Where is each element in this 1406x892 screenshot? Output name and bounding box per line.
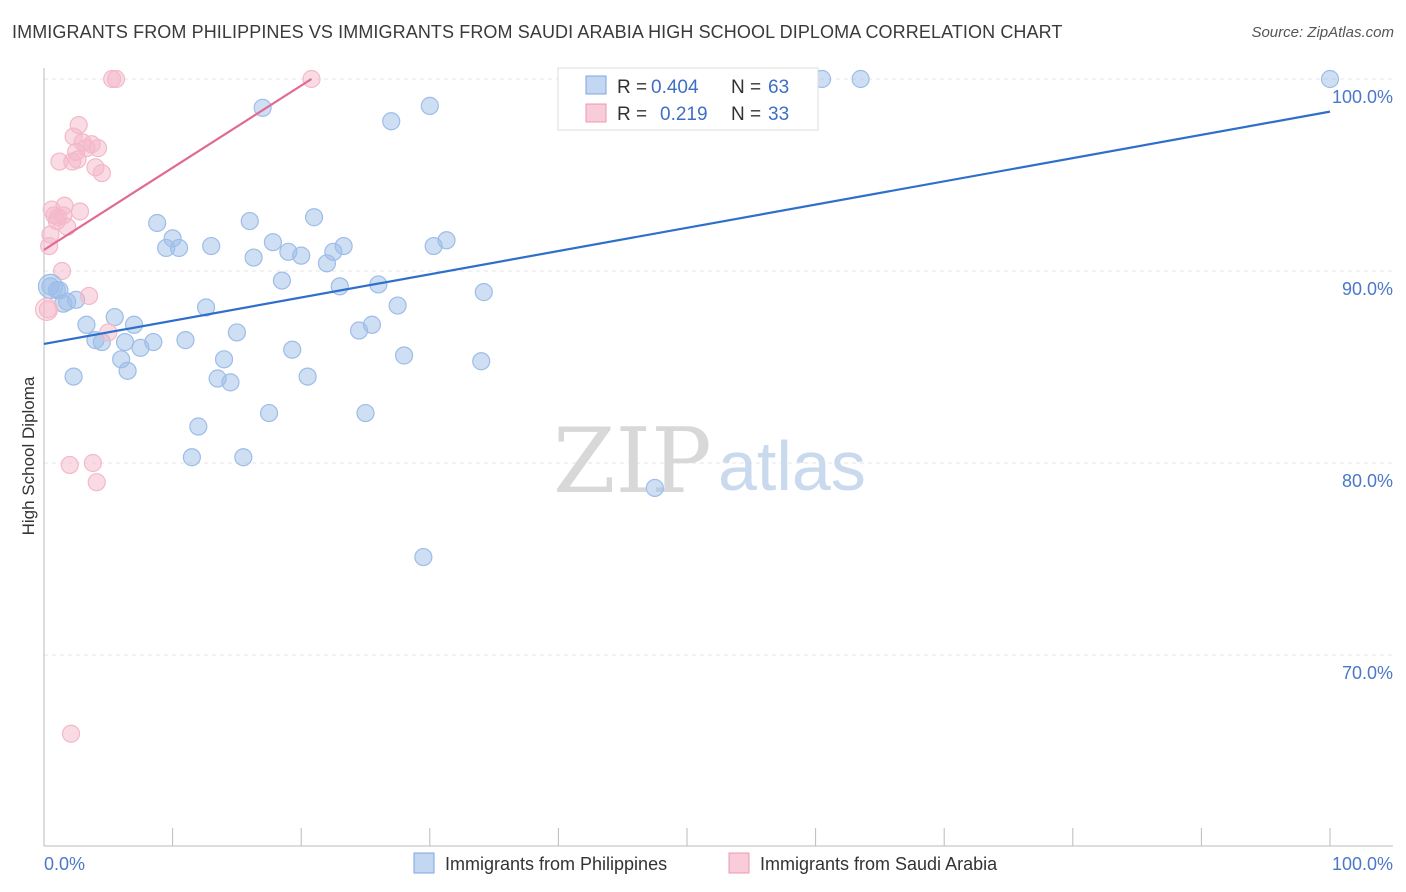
point-philippines-23 — [202, 236, 221, 256]
point-philippines-30 — [244, 248, 263, 267]
point-philippines-37 — [292, 246, 311, 265]
point-philippines-62 — [58, 292, 77, 311]
legend-swatch-philippines — [585, 75, 607, 95]
point-philippines-29 — [240, 211, 259, 231]
point-philippines-52 — [420, 96, 439, 115]
axes — [43, 68, 1393, 847]
point-philippines-54 — [437, 231, 456, 250]
series-legend: Immigrants from Philippines Immigrants f… — [413, 852, 998, 874]
point-saudi-arabia-27 — [92, 163, 111, 183]
point-philippines-32 — [259, 403, 279, 423]
point-saudi-arabia-0 — [38, 300, 57, 319]
point-philippines-8 — [105, 307, 124, 327]
point-philippines-28 — [234, 448, 253, 467]
point-philippines-48 — [382, 112, 401, 131]
point-saudi-arabia-12 — [61, 724, 81, 743]
point-philippines-20 — [182, 448, 201, 467]
series-legend-label-philippines: Immigrants from Philippines — [445, 854, 667, 874]
point-philippines-7 — [64, 367, 83, 386]
legend-swatch-saudi-arabia — [585, 103, 607, 123]
legend-n-label-2: N = — [731, 104, 761, 125]
y-tick-label-2: 80.0% — [1342, 471, 1393, 491]
point-philippines-59 — [851, 69, 870, 89]
point-saudi-arabia-large — [34, 297, 59, 321]
y-tick-label-1: 90.0% — [1342, 279, 1393, 299]
point-philippines-large — [37, 273, 64, 299]
chart-title: IMMIGRANTS FROM PHILIPPINES VS IMMIGRANT… — [12, 22, 1063, 42]
point-philippines-38 — [298, 367, 317, 386]
point-saudi-arabia-18 — [70, 202, 90, 221]
point-philippines-55 — [472, 352, 491, 371]
stats-legend: R = 0.404 N = 63 R = 0.219 N = 33 — [557, 67, 819, 131]
point-philippines-15 — [148, 213, 167, 233]
chart-source: Source: ZipAtlas.com — [1251, 24, 1394, 41]
legend-n-value-1: 63 — [768, 77, 789, 98]
point-philippines-56 — [474, 283, 493, 302]
point-philippines-13 — [144, 332, 163, 352]
legend-r-label-2: R = — [617, 104, 647, 125]
point-philippines-11 — [124, 315, 144, 334]
point-saudi-arabia-30 — [106, 69, 126, 89]
y-tick-labels: 100.0% 90.0% 80.0% 70.0% — [1332, 87, 1393, 683]
point-saudi-arabia-17 — [69, 115, 88, 135]
point-philippines-14 — [118, 361, 137, 380]
legend-r-value-2: 0.219 — [660, 104, 708, 125]
data-points — [34, 69, 1340, 743]
point-philippines-33 — [263, 233, 283, 252]
point-philippines-49 — [388, 296, 407, 315]
point-philippines-57 — [645, 478, 664, 498]
watermark-atlas: atlas — [718, 427, 866, 505]
series-legend-swatch-saudi-arabia — [728, 852, 750, 874]
point-saudi-arabia-26 — [88, 139, 108, 158]
point-philippines-25 — [214, 350, 234, 369]
series-legend-label-saudi-arabia: Immigrants from Saudi Arabia — [760, 854, 998, 874]
point-philippines-18 — [169, 238, 189, 258]
point-philippines-10 — [115, 332, 135, 352]
y-tick-label-0: 100.0% — [1332, 87, 1393, 107]
trend-line-saudi-arabia — [43, 78, 313, 251]
point-philippines-51 — [414, 547, 433, 567]
point-saudi-arabia-11 — [60, 455, 79, 475]
point-philippines-45 — [356, 403, 375, 423]
x-tick-label-max: 100.0% — [1332, 854, 1393, 874]
point-philippines-21 — [189, 417, 208, 436]
point-saudi-arabia-32 — [49, 208, 68, 227]
trend-lines — [43, 78, 1331, 346]
point-philippines-60 — [1320, 69, 1340, 89]
point-philippines-39 — [304, 208, 324, 227]
point-philippines-4 — [77, 315, 96, 334]
point-philippines-34 — [272, 271, 292, 290]
point-philippines-46 — [362, 315, 382, 334]
watermark-zip: ZIP — [553, 409, 712, 514]
point-philippines-43 — [334, 236, 353, 256]
point-philippines-22 — [196, 298, 216, 317]
legend-n-value-2: 33 — [768, 104, 789, 125]
y-tick-label-3: 70.0% — [1342, 663, 1393, 683]
legend-r-value-1: 0.404 — [651, 77, 699, 98]
series-legend-swatch-philippines — [413, 852, 435, 874]
point-saudi-arabia-23 — [83, 453, 102, 473]
y-axis-label: High School Diploma — [19, 376, 38, 535]
point-philippines-19 — [176, 331, 195, 350]
point-philippines-36 — [283, 340, 302, 359]
point-saudi-arabia-21 — [79, 286, 99, 306]
point-philippines-27 — [227, 323, 246, 342]
x-tick-label-min: 0.0% — [44, 854, 85, 874]
trend-line-philippines — [43, 110, 1331, 346]
point-saudi-arabia-25 — [87, 473, 106, 492]
x-tick-labels: 0.0% 100.0% — [44, 854, 1393, 874]
legend-n-label-1: N = — [731, 77, 761, 98]
point-philippines-50 — [394, 346, 414, 365]
legend-r-label-1: R = — [617, 77, 647, 98]
point-saudi-arabia-7 — [52, 261, 72, 281]
point-philippines-26 — [221, 373, 240, 392]
gridlines — [44, 78, 1393, 656]
watermark: ZIP atlas — [553, 409, 866, 514]
